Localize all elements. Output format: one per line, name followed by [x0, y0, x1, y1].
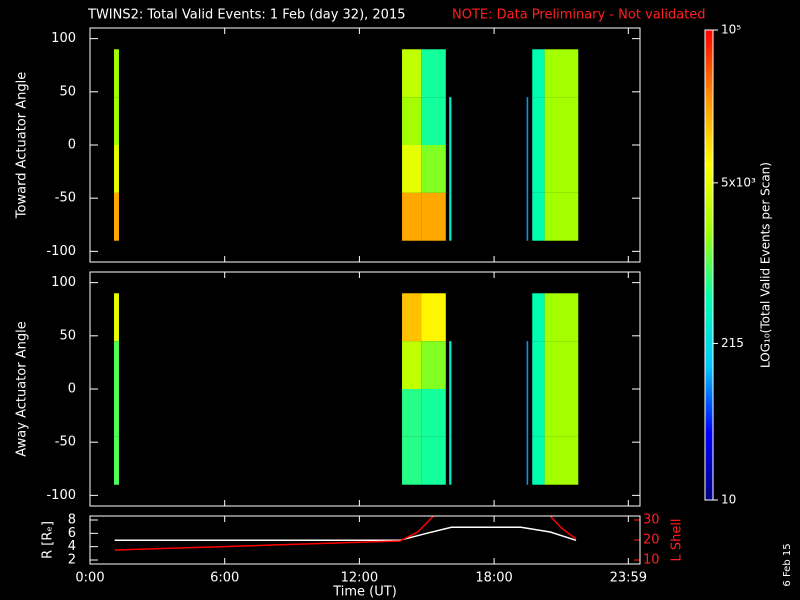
y-tick-label: 100: [51, 31, 76, 46]
heat-cell: [114, 293, 119, 342]
y-axis-label: Toward Actuator Angle: [15, 72, 30, 219]
heat-cell: [449, 192, 452, 241]
heat-cell: [544, 192, 579, 241]
heat-cell: [114, 145, 119, 193]
heat-cell: [402, 192, 422, 241]
y-tick-label: -50: [55, 191, 76, 206]
heat-cell: [544, 341, 579, 389]
heat-cell: [114, 436, 119, 485]
y-tick-label: 0: [68, 382, 76, 397]
heat-cell: [532, 97, 545, 145]
heat-cell: [532, 49, 545, 98]
colorbar-tick-label: 10: [721, 493, 736, 507]
colorbar: [704, 29, 714, 501]
heat-cell: [402, 97, 422, 145]
heat-cell: [114, 341, 119, 389]
heat-cell: [532, 436, 545, 485]
heat-cell: [402, 49, 422, 98]
heat-cell: [421, 97, 446, 145]
heat-cell: [402, 293, 422, 342]
chart-title: TWINS2: Total Valid Events: 1 Feb (day 3…: [87, 8, 406, 23]
y2-tick-label: 10: [643, 553, 660, 568]
heat-cell: [421, 389, 446, 437]
heat-cell: [544, 145, 579, 193]
heat-cell: [114, 389, 119, 437]
heat-cell: [114, 97, 119, 145]
heat-cell: [114, 192, 119, 241]
y-tick-label: 2: [68, 553, 76, 568]
heat-cell: [449, 436, 452, 485]
heat-cell: [526, 341, 529, 389]
y2-axis-label: L Shell: [670, 518, 685, 561]
heat-cell: [402, 341, 422, 389]
heat-cell: [532, 389, 545, 437]
heat-cell: [421, 145, 446, 193]
x-axis-label: Time (UT): [332, 585, 397, 600]
x-tick-label: 6:00: [210, 571, 239, 586]
y2-tick-label: 30: [643, 513, 660, 528]
plot-frame: [89, 515, 641, 565]
heat-cell: [526, 145, 529, 193]
y-tick-label: 8: [68, 513, 76, 528]
y-tick-label: -50: [55, 435, 76, 450]
heat-cell: [421, 49, 446, 98]
heat-cell: [526, 97, 529, 145]
heat-cell: [449, 97, 452, 145]
colorbar-label: LOG₁₀(Total Valid Events per Scan): [759, 162, 773, 368]
heat-cell: [526, 436, 529, 485]
footer-date: 6 Feb 15: [782, 543, 793, 586]
heat-cell: [421, 341, 446, 389]
heat-cell: [402, 389, 422, 437]
y-tick-label: 6: [68, 526, 76, 541]
heat-cell: [532, 192, 545, 241]
heat-cell: [544, 49, 579, 98]
line-series: [114, 516, 577, 551]
heat-cell: [526, 389, 529, 437]
y-axis-label: R [Rₑ]: [41, 521, 56, 559]
heat-cell: [544, 97, 579, 145]
y-tick-label: 50: [59, 84, 76, 99]
y-axis-label: Away Actuator Angle: [15, 321, 30, 456]
heat-cell: [449, 389, 452, 437]
heat-cell: [544, 389, 579, 437]
y-tick-label: 4: [68, 539, 76, 554]
line-series: [114, 526, 577, 542]
y-tick-label: 50: [59, 328, 76, 343]
x-tick-label: 23:59: [610, 571, 647, 586]
colorbar-tick-label: 10⁵: [721, 23, 741, 37]
heat-cell: [449, 341, 452, 389]
y-tick-label: -100: [46, 488, 76, 503]
heat-cell: [421, 293, 446, 342]
heat-cell: [544, 436, 579, 485]
colorbar-tick-label: 215: [721, 336, 744, 350]
heat-cell: [526, 192, 529, 241]
heat-cell: [402, 436, 422, 485]
heat-cell: [114, 49, 119, 98]
heat-cell: [544, 293, 579, 342]
x-tick-label: 0:00: [75, 571, 104, 586]
heat-cell: [421, 436, 446, 485]
heat-cell: [449, 145, 452, 193]
colorbar-tick-label: 5x10³: [721, 175, 756, 189]
x-tick-label: 12:00: [341, 571, 378, 586]
note: NOTE: Data Preliminary - Not validated: [452, 8, 706, 23]
y-tick-label: 100: [51, 275, 76, 290]
y2-tick-label: 20: [643, 533, 660, 548]
heat-cell: [532, 341, 545, 389]
y-tick-label: -100: [46, 244, 76, 259]
heat-cell: [421, 192, 446, 241]
heat-cell: [532, 145, 545, 193]
y-tick-label: 0: [68, 138, 76, 153]
heat-cell: [532, 293, 545, 342]
x-tick-label: 18:00: [475, 571, 512, 586]
heat-cell: [402, 145, 422, 193]
